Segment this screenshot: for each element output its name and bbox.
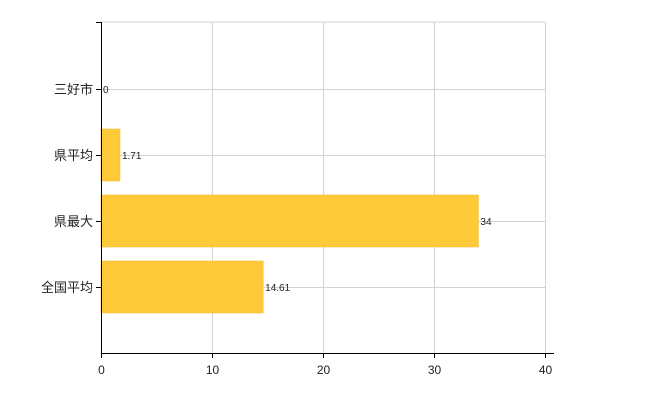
x-tick-label: 0 bbox=[98, 363, 105, 377]
bar bbox=[100, 260, 264, 314]
y-tick-label: 県平均 bbox=[54, 148, 93, 163]
data-label: 0 bbox=[103, 85, 109, 96]
x-tick-label: 30 bbox=[428, 363, 442, 377]
bars bbox=[100, 128, 479, 314]
x-tick-label: 40 bbox=[539, 363, 553, 377]
data-label: 1.71 bbox=[122, 151, 142, 162]
bar bbox=[100, 128, 121, 182]
y-tick-label: 県最大 bbox=[54, 214, 93, 229]
bar bbox=[100, 194, 479, 248]
y-tick-label: 全国平均 bbox=[41, 280, 93, 295]
data-label: 34 bbox=[480, 217, 492, 228]
x-tick-label: 20 bbox=[317, 363, 331, 377]
x-tick-label: 10 bbox=[206, 363, 220, 377]
y-tick-label: 三好市 bbox=[54, 82, 93, 97]
data-label: 14.61 bbox=[265, 283, 290, 294]
axes bbox=[96, 22, 554, 358]
